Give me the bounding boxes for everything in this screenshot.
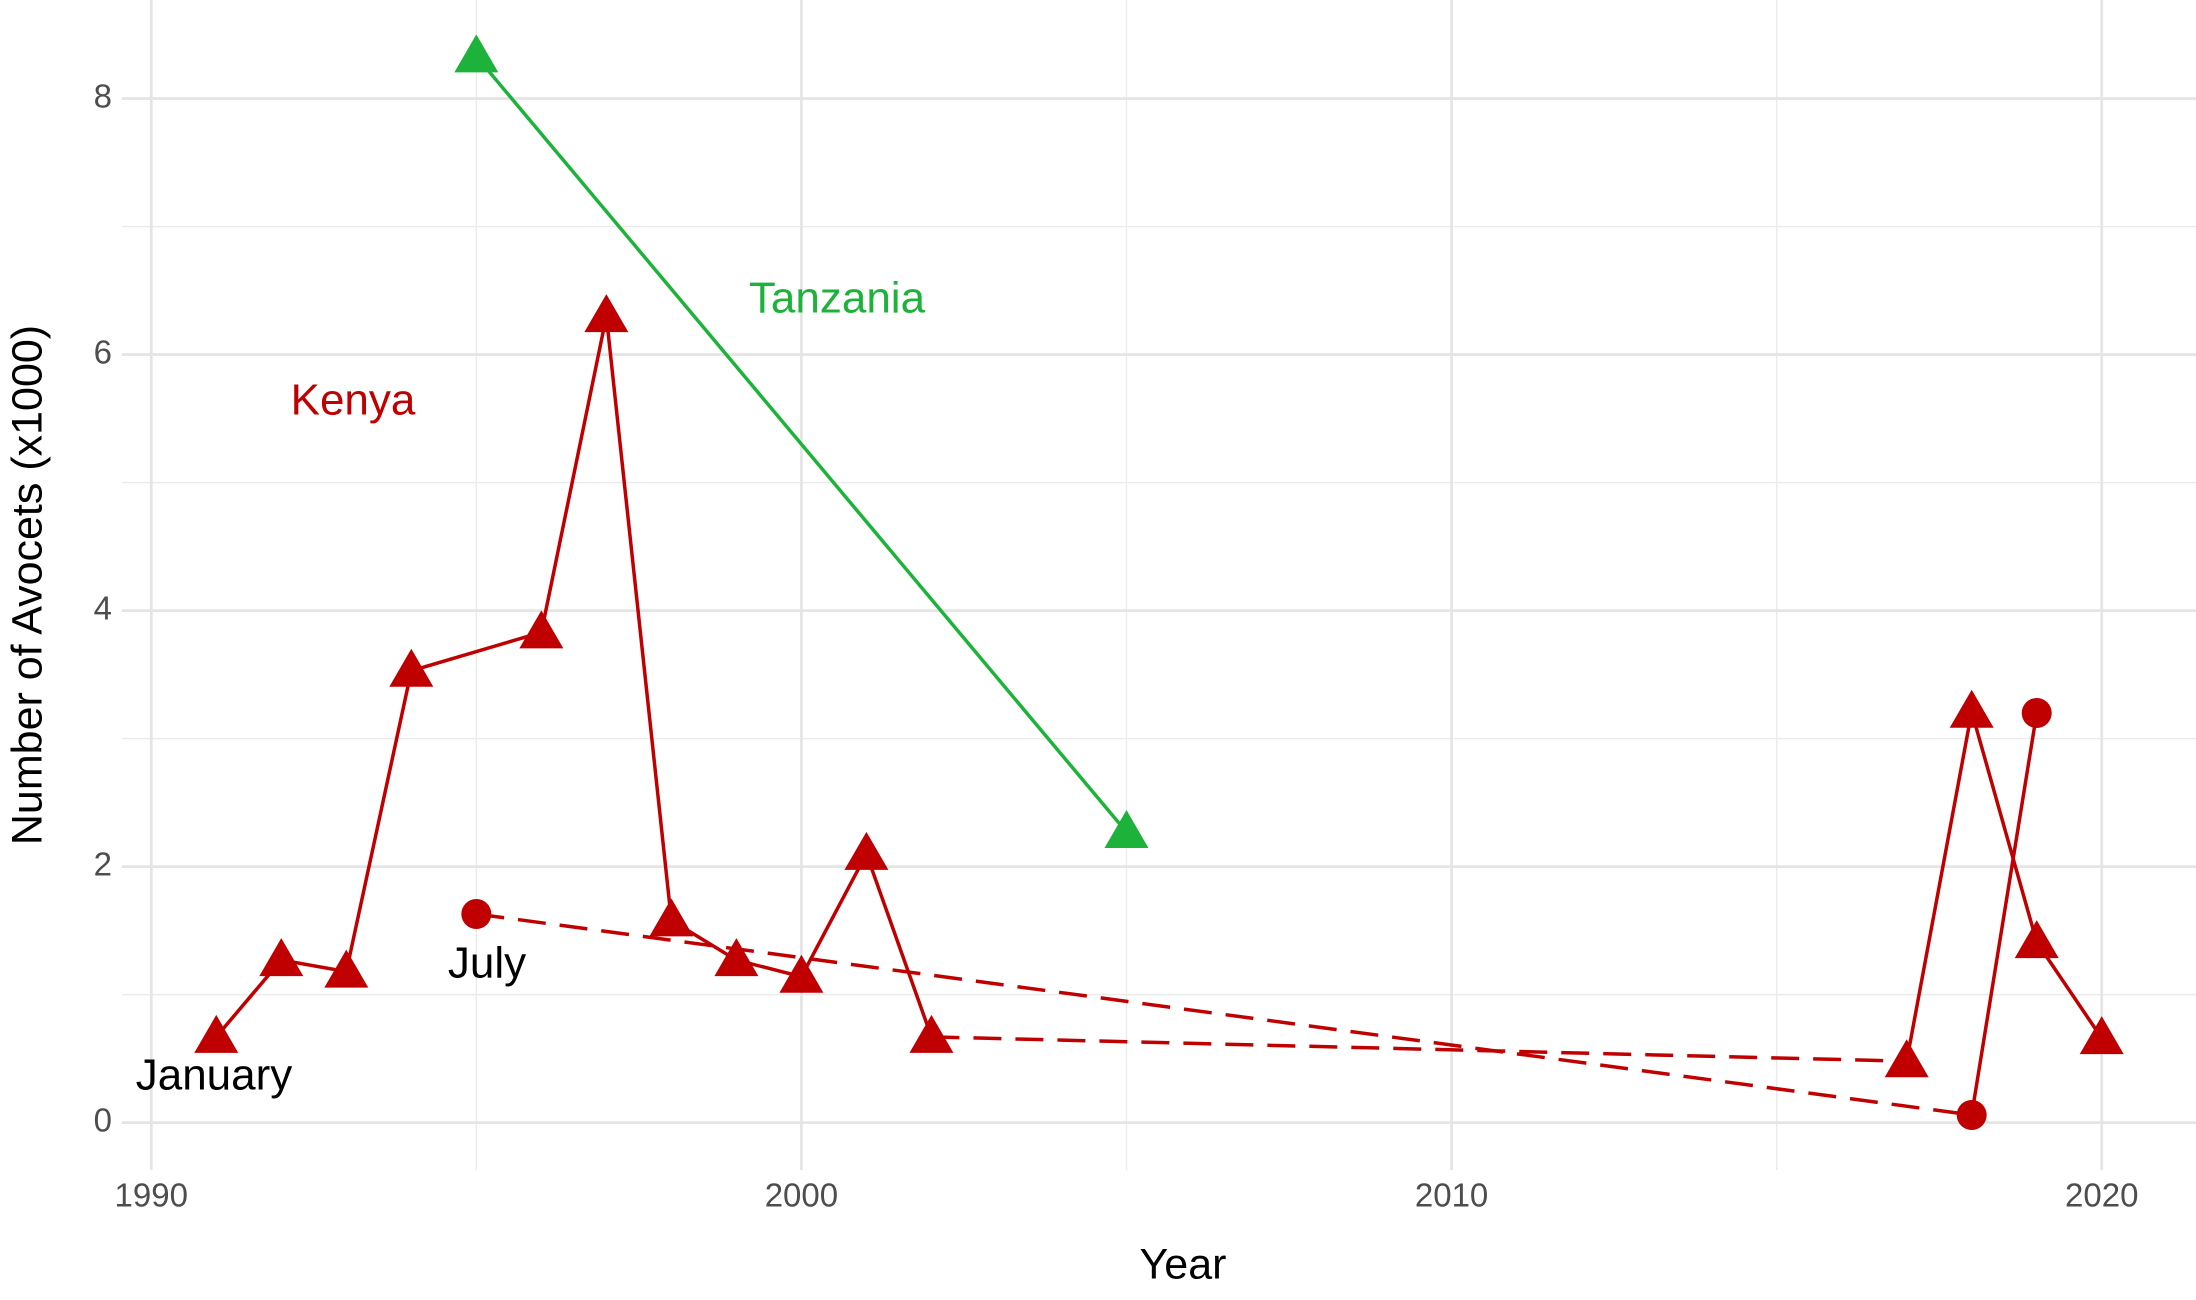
series-label: July [448, 939, 526, 988]
marker [649, 898, 694, 937]
marker [519, 610, 564, 649]
x-tick-label: 1990 [115, 1177, 188, 1214]
series-label: Tanzania [749, 274, 926, 323]
x-tick-label: 2000 [765, 1177, 838, 1214]
y-tick-label: 6 [94, 333, 112, 370]
y-tick-label: 2 [94, 845, 112, 882]
gap-line [476, 912, 1972, 1117]
x-tick-label: 2010 [1415, 1177, 1488, 1214]
marker [779, 954, 824, 993]
marker [2079, 1016, 2124, 1055]
marker [194, 1014, 239, 1053]
marker [1949, 689, 1994, 728]
y-tick-label: 4 [94, 589, 112, 626]
marker [454, 34, 499, 73]
gap-line [931, 1035, 1907, 1063]
x-tick-label: 2020 [2065, 1177, 2138, 1214]
marker [1956, 1099, 1987, 1130]
marker [2021, 698, 2052, 729]
y-tick-label: 8 [94, 77, 112, 114]
marker [844, 831, 889, 870]
y-tick-label: 0 [94, 1101, 112, 1138]
series-line [474, 55, 1128, 834]
marker [259, 938, 304, 977]
marker [389, 648, 434, 687]
series-label: January [136, 1051, 293, 1100]
series-line [1969, 712, 2039, 1116]
series-line [1904, 711, 2104, 1062]
annotation: Kenya [291, 376, 416, 425]
marker [584, 294, 629, 333]
marker [324, 949, 369, 988]
marker [909, 1014, 954, 1053]
marker [461, 898, 492, 929]
x-axis-title: Year [1140, 1240, 1227, 1288]
marker [714, 938, 759, 977]
marker [1104, 810, 1149, 849]
y-axis-title: Number of Avocets (x1000) [3, 325, 51, 845]
marker [2014, 920, 2059, 959]
marker [1884, 1039, 1929, 1078]
